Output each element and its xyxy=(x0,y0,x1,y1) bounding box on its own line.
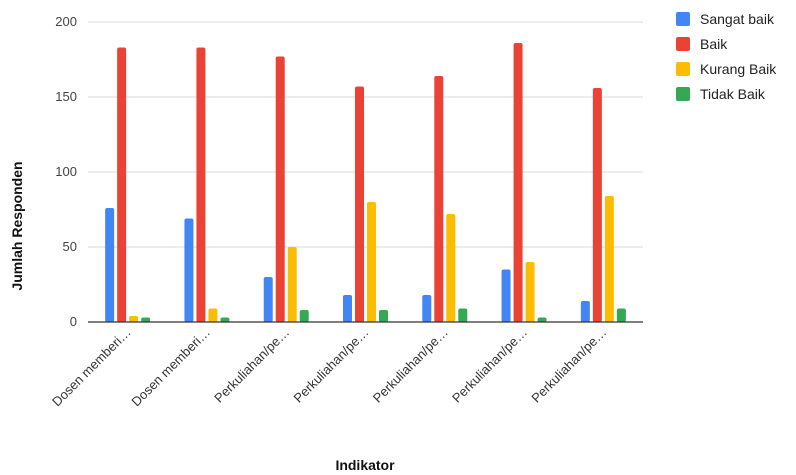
y-tick-label: 50 xyxy=(63,239,77,254)
legend: Sangat baik Baik Kurang Baik Tidak Baik xyxy=(676,11,777,102)
bar-kurang-baik xyxy=(367,202,376,322)
x-axis-category-labels: Dosen memberi…Dosen memberi…Perkuliahan/… xyxy=(49,325,609,410)
x-tick-label: Dosen memberi… xyxy=(128,325,213,410)
bar-baik xyxy=(355,86,364,322)
bar-kurang-baik xyxy=(525,262,535,322)
bar-sangat-baik xyxy=(501,269,511,322)
x-tick-label: Perkuliahan/pe… xyxy=(528,325,609,406)
bar-baik xyxy=(434,76,444,322)
bar-kurang-baik xyxy=(208,308,218,322)
bar-baik xyxy=(592,88,602,322)
legend-swatch xyxy=(676,62,690,76)
bar-baik xyxy=(275,56,285,322)
bar-tidak-baik xyxy=(299,310,309,322)
x-tick-label: Perkuliahan/pe… xyxy=(211,325,292,406)
bar-sangat-baik xyxy=(580,301,590,322)
bar-baik xyxy=(117,47,127,322)
x-tick-label: Perkuliahan/pe… xyxy=(290,325,371,406)
y-tick-label: 0 xyxy=(70,314,77,329)
bar-baik xyxy=(513,43,523,322)
bar-sangat-baik xyxy=(263,277,273,322)
legend-label: Baik xyxy=(700,36,728,52)
x-tick-label: Perkuliahan/pe… xyxy=(370,325,451,406)
y-axis-ticks: 0 50 100 150 200 xyxy=(55,14,77,329)
legend-label: Kurang Baik xyxy=(700,61,777,77)
bar-kurang-baik xyxy=(129,316,139,322)
bar-tidak-baik xyxy=(220,317,230,322)
y-axis-title: Jumlah Responden xyxy=(9,161,25,290)
bar-sangat-baik xyxy=(184,218,194,322)
legend-label: Sangat baik xyxy=(700,11,775,27)
bar-tidak-baik xyxy=(616,308,626,322)
bar-tidak-baik xyxy=(379,310,388,322)
bar-tidak-baik xyxy=(537,317,547,322)
bar-baik xyxy=(196,47,206,322)
legend-label: Tidak Baik xyxy=(700,86,766,102)
bar-kurang-baik xyxy=(446,214,456,322)
legend-swatch xyxy=(676,37,690,51)
bars xyxy=(105,43,626,322)
bar-sangat-baik xyxy=(343,295,352,322)
legend-swatch xyxy=(676,87,690,101)
bar-kurang-baik xyxy=(287,247,297,322)
y-tick-label: 200 xyxy=(55,14,77,29)
x-tick-label: Dosen memberi… xyxy=(49,325,134,410)
y-tick-label: 150 xyxy=(55,89,77,104)
bar-sangat-baik xyxy=(105,208,115,322)
gridlines xyxy=(88,21,643,248)
bar-kurang-baik xyxy=(604,196,614,322)
bar-sangat-baik xyxy=(422,295,432,322)
bar-tidak-baik xyxy=(141,317,151,322)
legend-swatch xyxy=(676,12,690,26)
x-axis-title: Indikator xyxy=(335,457,395,473)
x-tick-label: Perkuliahan/pe… xyxy=(449,325,530,406)
y-tick-label: 100 xyxy=(55,164,77,179)
bar-tidak-baik xyxy=(458,308,468,322)
